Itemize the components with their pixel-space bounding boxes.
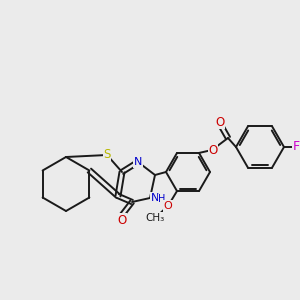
Text: O: O bbox=[117, 214, 127, 226]
Text: H: H bbox=[158, 194, 166, 204]
Text: O: O bbox=[164, 201, 172, 211]
Text: F: F bbox=[292, 140, 300, 154]
Text: N: N bbox=[134, 157, 142, 167]
Text: S: S bbox=[103, 148, 111, 161]
Text: O: O bbox=[208, 143, 217, 157]
Text: N: N bbox=[151, 193, 159, 203]
Text: O: O bbox=[215, 116, 225, 128]
Text: CH₃: CH₃ bbox=[146, 213, 165, 223]
